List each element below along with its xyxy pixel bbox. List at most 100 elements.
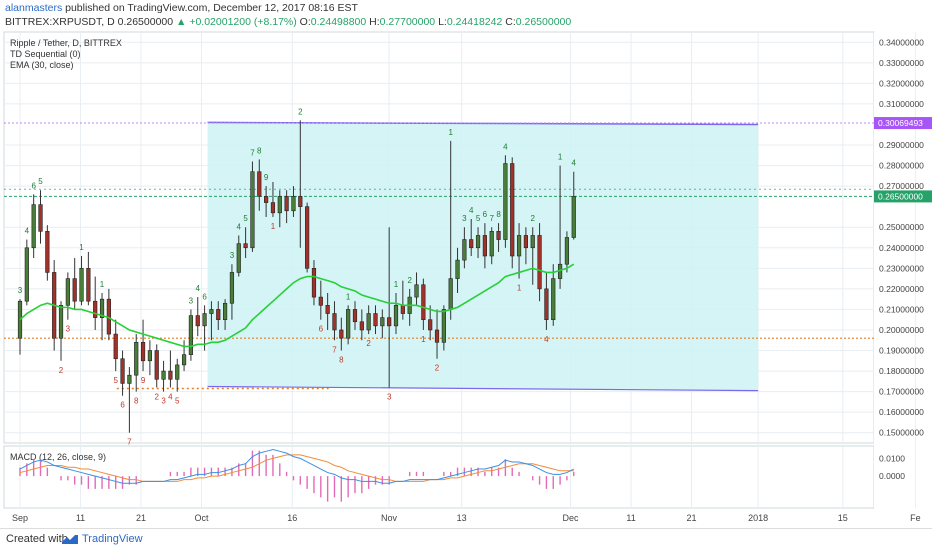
candle-body	[373, 313, 378, 327]
candle-body	[127, 374, 132, 384]
candle-body	[441, 309, 446, 343]
candle-body	[277, 196, 282, 214]
candle	[202, 305, 207, 351]
td-count-label: 7	[250, 148, 255, 157]
td-count-label: 1	[394, 280, 399, 289]
td-count-label: 1	[346, 292, 351, 301]
candle-body	[551, 278, 556, 321]
candle-body	[393, 305, 399, 327]
ohlc-high-value: 0.27700000	[379, 16, 436, 28]
candle	[475, 227, 481, 259]
price-marker-bg	[874, 190, 932, 203]
candle	[482, 223, 487, 269]
candle	[393, 292, 399, 335]
candle-body	[434, 329, 440, 343]
candle	[489, 227, 494, 265]
candle-body	[352, 309, 358, 323]
td-count-label: 7	[489, 214, 494, 223]
candle	[284, 190, 289, 224]
symbol-label: BITTREX:XRPUSDT, D	[5, 16, 115, 28]
candle	[441, 305, 446, 351]
price-tick-label: 0.33000000	[879, 58, 924, 68]
candle	[469, 219, 474, 256]
candle-body	[496, 231, 501, 240]
td-count-label: 4	[544, 335, 549, 344]
candle-body	[564, 237, 570, 265]
td-count-label: 6	[319, 325, 324, 334]
price-tick-label: 0.20000000	[879, 325, 924, 335]
candle	[86, 251, 91, 306]
ohlc-open-label: O:	[299, 16, 311, 28]
candle	[38, 190, 43, 244]
candle	[523, 227, 529, 265]
td-count-label: 3	[189, 296, 194, 305]
td-count-label: 3	[462, 214, 467, 223]
candle-body	[72, 278, 77, 302]
x-tick-label: 15	[838, 513, 848, 523]
candle-body	[380, 317, 385, 327]
candle	[120, 350, 125, 396]
candle	[147, 340, 152, 376]
candle	[318, 280, 323, 320]
price-marker-label: 0.30069493	[878, 118, 923, 128]
candle-body	[298, 196, 303, 207]
candle-body	[366, 313, 371, 331]
ohlc-high-label: H:	[369, 16, 380, 28]
td-count-label: 8	[496, 210, 501, 219]
price-tick-label: 0.28000000	[879, 161, 924, 171]
candle-body	[79, 268, 84, 302]
x-tick-label: 21	[687, 513, 697, 523]
price-tick-label: 0.18000000	[879, 366, 924, 376]
candle	[236, 235, 241, 277]
candle-body	[400, 305, 405, 314]
td-count-label: 1	[79, 243, 84, 252]
candle-body	[161, 370, 166, 380]
channel-top-line	[207, 121, 759, 126]
candle	[387, 227, 392, 388]
tradingview-link[interactable]: TradingView	[82, 533, 143, 545]
candle-body	[31, 204, 36, 249]
td-count-label: 4	[503, 142, 508, 151]
td-count-label: 1	[558, 153, 563, 162]
td-count-label: 2	[407, 276, 412, 285]
td-count-label: 1	[448, 128, 453, 137]
candle	[72, 258, 77, 310]
candle	[503, 155, 508, 248]
candle-body	[469, 239, 474, 249]
author-link[interactable]: alanmasters	[5, 2, 63, 14]
td-count-label: 5	[38, 177, 43, 186]
candle-body	[264, 196, 269, 203]
candle-body	[99, 298, 105, 318]
publish-text: published on TradingView.com, December 1…	[65, 2, 358, 14]
td-count-label: 3	[161, 397, 166, 406]
candle-body	[339, 329, 344, 339]
candle-body	[489, 231, 494, 257]
legend-item: EMA (30, close)	[10, 60, 74, 70]
td-count-label: 2	[155, 393, 160, 402]
candle-body	[530, 235, 535, 249]
td-count-label: 6	[202, 292, 207, 301]
candle-body	[544, 288, 549, 321]
ema-line	[19, 263, 575, 348]
x-tick-label: 13	[457, 513, 467, 523]
td-count-label: 8	[134, 397, 139, 406]
candle-body	[537, 235, 542, 290]
ohlc-open-value: 0.24498800	[310, 16, 367, 28]
candle-body	[305, 206, 310, 269]
ohlc-low-value: 0.24418242	[446, 16, 503, 28]
x-tick-label: 11	[626, 513, 635, 523]
candle	[496, 223, 501, 252]
candle	[181, 340, 187, 372]
price-marker-label: 0.26500000	[878, 191, 923, 201]
candle-body	[229, 272, 235, 304]
candle	[428, 305, 433, 341]
candle	[380, 309, 385, 339]
candle-body	[311, 268, 317, 298]
ohlc-close-label: C:	[505, 16, 516, 28]
candle-body	[421, 284, 426, 321]
price-tick-label: 0.32000000	[879, 78, 924, 88]
candle	[339, 317, 344, 351]
td-count-label: 8	[339, 356, 344, 365]
candle-body	[38, 204, 43, 232]
